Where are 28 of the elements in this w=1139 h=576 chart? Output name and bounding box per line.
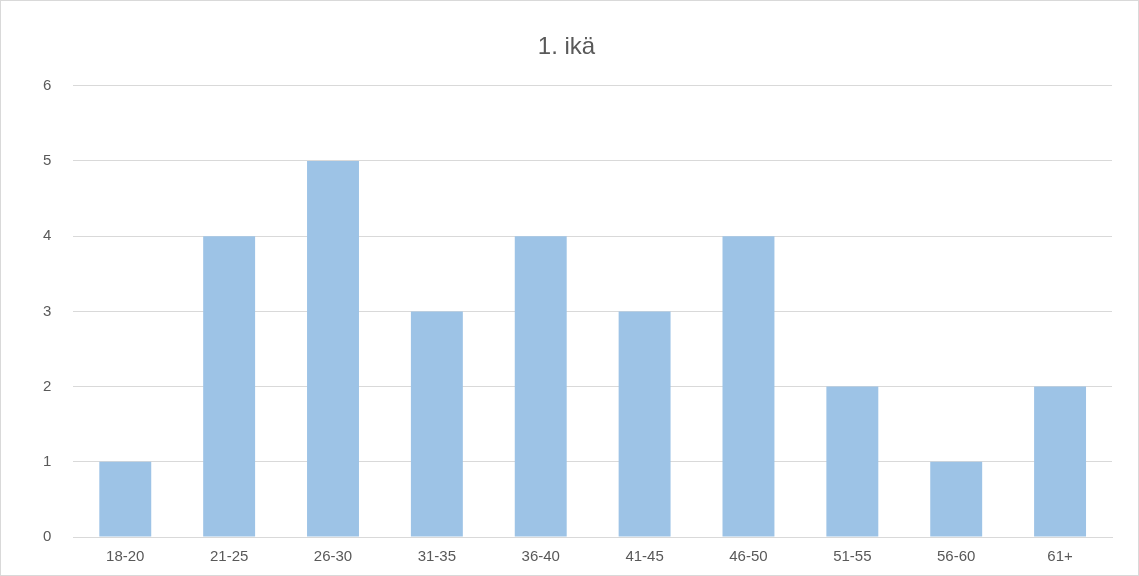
bar: [410, 311, 463, 537]
x-tick-label: 56-60: [937, 547, 976, 565]
y-tick-label: 0: [43, 527, 52, 545]
x-tick-label: 46-50: [729, 547, 768, 565]
y-tick-label: 1: [43, 451, 52, 469]
x-tick-label: 21-25: [209, 547, 249, 565]
bar: [618, 311, 671, 537]
y-tick-label: 4: [43, 226, 52, 244]
x-tick-label: 41-45: [625, 547, 664, 565]
bar: [722, 236, 775, 537]
y-tick-label: 6: [43, 75, 52, 93]
y-tick-label: 3: [43, 301, 52, 319]
bar: [1034, 386, 1087, 537]
bar: [203, 236, 256, 537]
bar: [514, 236, 567, 537]
bar: [99, 461, 152, 537]
chart-title: 1. ikä: [537, 32, 596, 60]
x-tick-label: 36-40: [521, 547, 560, 565]
x-tick-label: 31-35: [417, 547, 457, 565]
x-tick-label: 26-30: [313, 547, 353, 565]
x-tick-label: 61+: [1047, 547, 1074, 565]
bar: [307, 161, 359, 537]
x-tick-label: 18-20: [106, 547, 145, 565]
y-tick-label: 5: [43, 151, 52, 169]
bar: [930, 461, 983, 537]
x-tick-label: 51-55: [833, 547, 872, 565]
bar: [826, 386, 879, 537]
y-tick-label: 2: [43, 376, 52, 394]
